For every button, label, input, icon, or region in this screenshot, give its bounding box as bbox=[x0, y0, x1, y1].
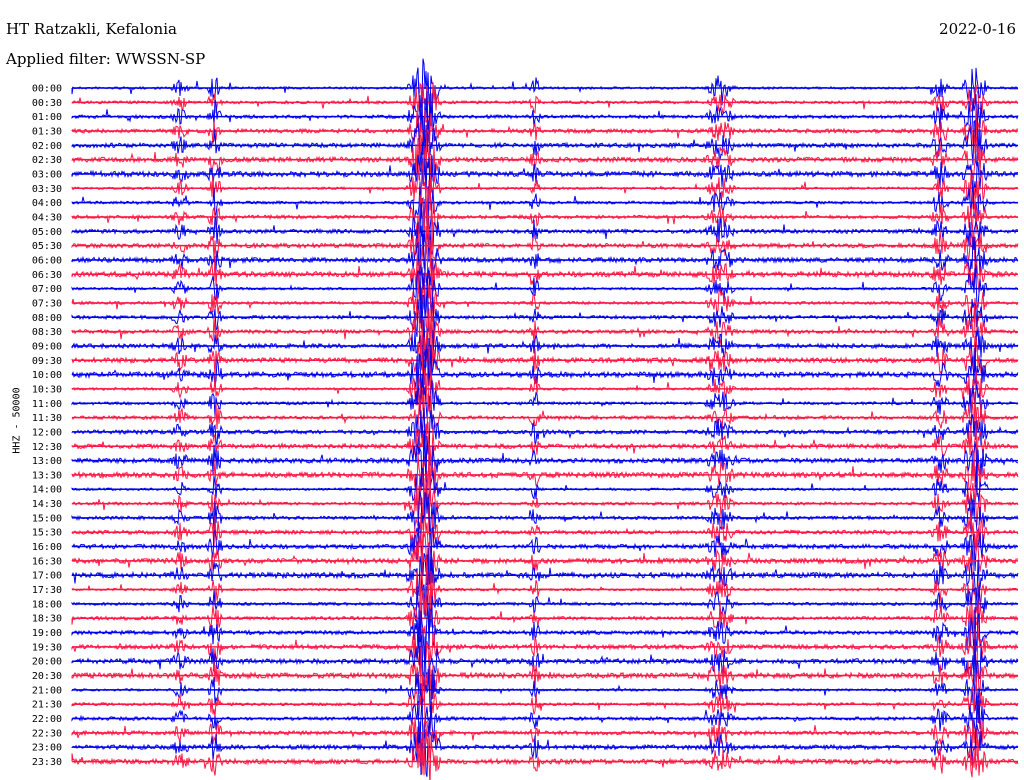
time-tick-label: 11:00 bbox=[32, 399, 62, 410]
time-tick-label: 19:00 bbox=[32, 628, 62, 639]
time-tick-label: 23:00 bbox=[32, 743, 62, 754]
time-tick-label: 21:00 bbox=[32, 685, 62, 696]
date-label: 2022-0-16 bbox=[939, 20, 1016, 38]
time-tick-label: 06:30 bbox=[32, 270, 62, 281]
filter-label: Applied filter: WWSSN-SP bbox=[6, 50, 206, 68]
time-tick-label: 05:00 bbox=[32, 227, 62, 238]
time-tick-label: 12:00 bbox=[32, 427, 62, 438]
trace-line bbox=[71, 421, 1019, 468]
time-tick-label: 15:30 bbox=[32, 528, 62, 539]
trace-line bbox=[71, 721, 1019, 777]
time-tick-label: 18:00 bbox=[32, 599, 62, 610]
time-tick-label: 18:30 bbox=[32, 614, 62, 625]
time-tick-label: 15:00 bbox=[32, 513, 62, 524]
time-tick-label: 20:00 bbox=[32, 657, 62, 668]
time-tick-label: 00:00 bbox=[32, 84, 62, 95]
time-tick-label: 08:00 bbox=[32, 313, 62, 324]
time-tick-label: 05:30 bbox=[32, 241, 62, 252]
trace-line bbox=[71, 561, 1018, 617]
time-tick-label: 10:00 bbox=[32, 370, 62, 381]
time-tick-label: 10:30 bbox=[32, 384, 62, 395]
time-tick-label: 07:30 bbox=[32, 298, 62, 309]
time-tick-label: 01:30 bbox=[32, 126, 62, 137]
time-tick-label: 11:30 bbox=[32, 413, 62, 424]
time-tick-label: 08:30 bbox=[32, 327, 62, 338]
time-tick-label: 14:30 bbox=[32, 499, 62, 510]
time-tick-label: 23:30 bbox=[32, 757, 62, 768]
time-tick-label: 20:30 bbox=[32, 671, 62, 682]
time-tick-label: 13:00 bbox=[32, 456, 62, 467]
time-tick-label: 06:00 bbox=[32, 255, 62, 266]
time-tick-label: 02:30 bbox=[32, 155, 62, 166]
time-tick-label: 17:00 bbox=[32, 571, 62, 582]
trace-line bbox=[71, 161, 1019, 214]
time-tick-label: 22:00 bbox=[32, 714, 62, 725]
time-tick-label: 19:30 bbox=[32, 642, 62, 653]
station-title: HT Ratzakli, Kefalonia bbox=[6, 20, 177, 38]
time-tick-label: 03:30 bbox=[32, 184, 62, 195]
time-tick-label: 09:00 bbox=[32, 341, 62, 352]
time-tick-label: 04:30 bbox=[32, 212, 62, 223]
trace-line bbox=[71, 377, 1019, 418]
trace-line bbox=[71, 491, 1019, 545]
time-tick-label: 07:00 bbox=[32, 284, 62, 295]
time-tick-label: 17:30 bbox=[32, 585, 62, 596]
time-tick-label: 03:00 bbox=[32, 169, 62, 180]
time-tick-label: 16:00 bbox=[32, 542, 62, 553]
time-tick-label: 16:30 bbox=[32, 556, 62, 567]
trace-line bbox=[71, 116, 1019, 173]
time-tick-label: 01:00 bbox=[32, 112, 62, 123]
time-tick-label: 12:30 bbox=[32, 442, 62, 453]
trace-line bbox=[71, 584, 1019, 632]
time-tick-label: 00:30 bbox=[32, 98, 62, 109]
time-tick-label: 02:00 bbox=[32, 141, 62, 152]
trace-line bbox=[71, 106, 1019, 160]
time-tick-label: 04:00 bbox=[32, 198, 62, 209]
time-tick-label: 14:00 bbox=[32, 485, 62, 496]
time-tick-label: 21:30 bbox=[32, 700, 62, 711]
trace-line bbox=[71, 446, 1019, 505]
time-tick-label: 13:30 bbox=[32, 470, 62, 481]
time-tick-label: 22:30 bbox=[32, 728, 62, 739]
trace-line bbox=[71, 666, 1019, 712]
time-tick-label: 09:30 bbox=[32, 356, 62, 367]
